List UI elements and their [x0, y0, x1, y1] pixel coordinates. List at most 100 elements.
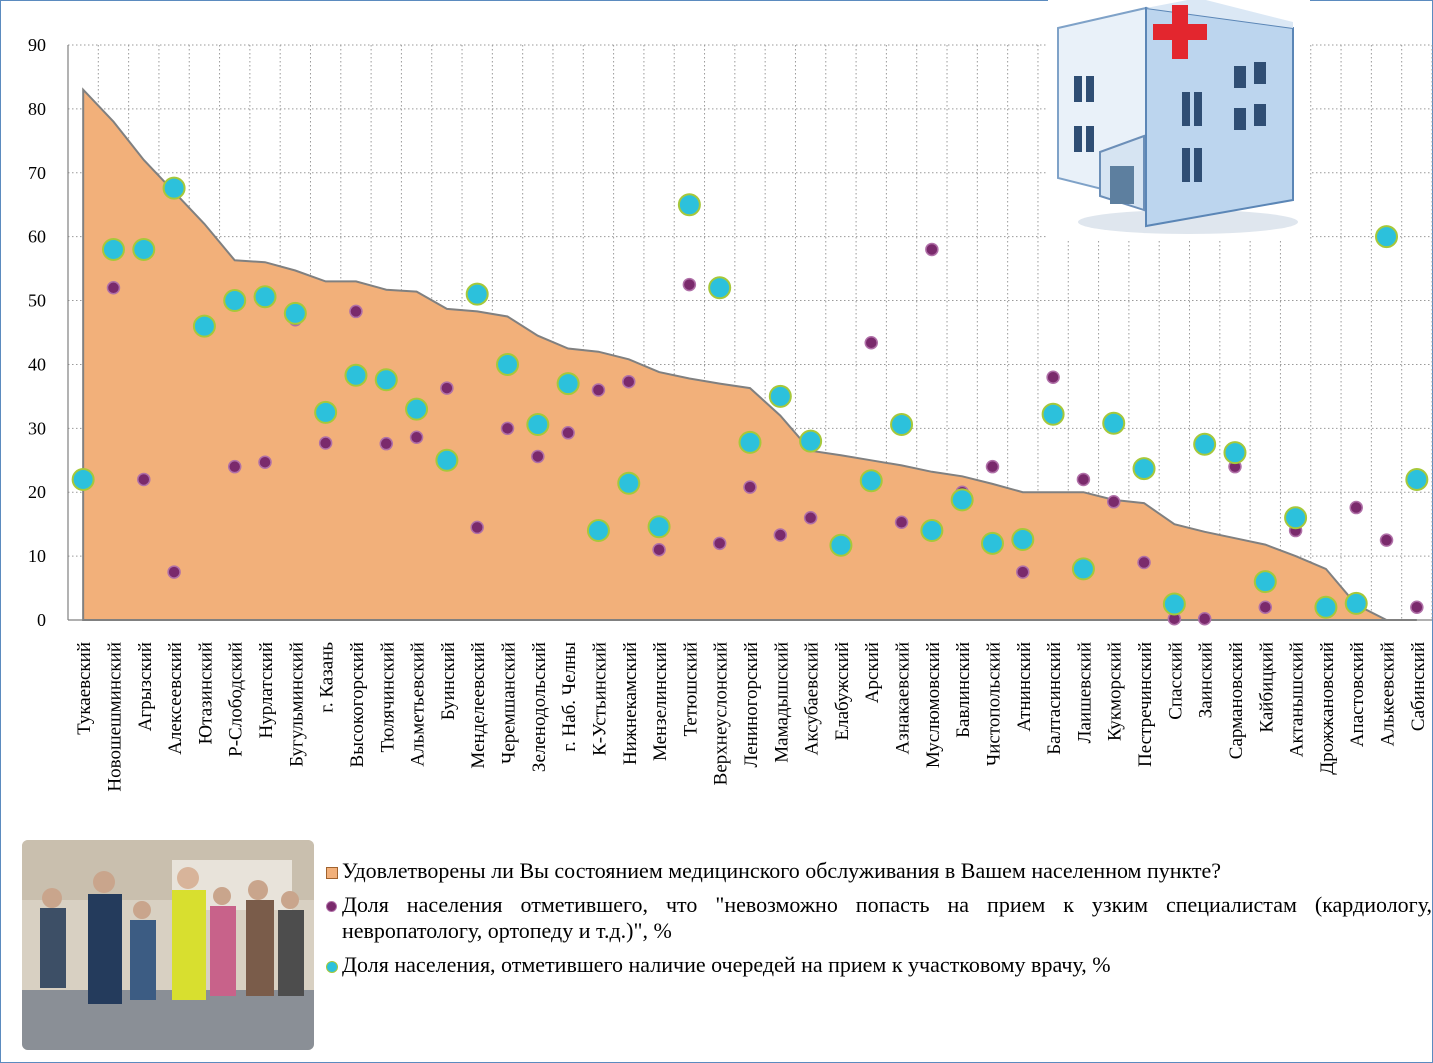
x-tick-label: Азнакаевский	[893, 642, 914, 755]
x-tick-label: Кукморский	[1105, 642, 1126, 741]
specialists-point	[1197, 611, 1212, 626]
queue-point	[283, 301, 307, 325]
legend-item-specialists: Доля населения отметившего, что "невозмо…	[326, 892, 1432, 944]
queue-point	[1102, 411, 1126, 435]
queue-point	[1011, 528, 1035, 551]
y-tick-label: 20	[28, 482, 46, 502]
legend-label-queue: Доля населения, отметившего наличие очер…	[342, 952, 1111, 977]
queue-point	[1284, 506, 1308, 530]
specialists-point	[137, 472, 151, 487]
queue-point	[586, 519, 610, 543]
queue-point	[799, 429, 823, 453]
x-tick-label: Агрызский	[135, 642, 156, 731]
queue-point	[768, 384, 792, 408]
queue-point	[374, 368, 398, 392]
queue-point	[344, 363, 368, 387]
specialists-point	[622, 374, 636, 389]
hospital-building-icon	[1048, 0, 1310, 240]
x-tick-label: Тукаевский	[74, 642, 95, 735]
queue-point	[1162, 592, 1186, 616]
x-tick-label: Пестречинский	[1135, 642, 1156, 767]
queue-point	[950, 488, 974, 512]
specialists-point	[227, 459, 242, 474]
queue-point	[223, 289, 247, 313]
x-tick-label: Бугульминский	[286, 642, 307, 767]
queue-point	[980, 531, 1004, 555]
specialists-point	[500, 421, 515, 436]
specialists-point	[1046, 370, 1060, 384]
specialists-point	[1379, 533, 1394, 547]
specialists-point	[561, 426, 575, 440]
legend-swatch-cyan-dot-icon	[326, 961, 338, 973]
queue-point	[162, 176, 186, 200]
y-tick-label: 30	[28, 418, 46, 438]
y-tick-label: 60	[28, 227, 46, 247]
x-tick-label: Верхнеуслонский	[711, 642, 732, 785]
queue-point	[1041, 402, 1065, 426]
x-tick-label: Бавлинский	[953, 642, 974, 738]
specialists-point	[773, 528, 788, 542]
x-tick-label: Высокогорский	[347, 642, 368, 767]
x-tick-label: Атнинский	[1014, 642, 1035, 732]
queue-point	[829, 533, 853, 557]
x-tick-label: Актанышский	[1287, 642, 1308, 757]
specialists-point	[1410, 600, 1424, 614]
specialists-point	[349, 304, 363, 319]
specialists-point	[652, 542, 666, 557]
x-tick-label: Апастовский	[1347, 642, 1368, 747]
x-tick-label: Заинский	[1196, 642, 1217, 718]
queue-point	[1132, 457, 1156, 481]
specialists-point	[1137, 555, 1151, 570]
x-tick-labels: Тукаевский Новошешминский Агрызский Алексее…	[74, 642, 1429, 792]
x-tick-label: Спасский	[1165, 642, 1186, 720]
legend-label-satisfaction: Удовлетворены ли Вы состоянием медицинск…	[342, 858, 1222, 883]
x-tick-label: Елабужский	[832, 642, 853, 741]
queue-point	[405, 397, 429, 421]
y-tick-label: 0	[37, 610, 46, 630]
queue-point	[556, 372, 580, 396]
queue-point	[1344, 591, 1368, 615]
x-tick-label: Буинский	[438, 642, 459, 720]
x-tick-label: Дрожжановский	[1317, 642, 1338, 775]
y-tick-label: 80	[28, 99, 46, 119]
queue-point	[314, 400, 338, 424]
x-tick-label: Балтасинский	[1044, 642, 1065, 755]
x-tick-label: Нурлатский	[256, 642, 277, 738]
queue-point	[132, 237, 156, 261]
x-tick-label: Нижнекамский	[620, 642, 641, 765]
specialists-point	[985, 459, 1000, 474]
x-tick-label: Арский	[862, 642, 883, 703]
x-tick-label: г. Наб. Челны	[559, 642, 580, 752]
specialists-point	[1349, 500, 1363, 515]
x-tick-label: Сармановский	[1226, 642, 1247, 759]
specialists-point	[1016, 565, 1030, 579]
queue-point	[435, 448, 459, 472]
queue-point	[1253, 570, 1277, 594]
specialists-point	[167, 565, 181, 579]
legend-item-satisfaction: Удовлетворены ли Вы состоянием медицинск…	[326, 858, 1432, 884]
x-tick-label: К-Устьинский	[589, 642, 610, 756]
series-queue-points	[71, 176, 1429, 619]
specialists-point	[712, 536, 727, 551]
y-tick-label: 40	[28, 354, 46, 374]
specialists-point	[1076, 472, 1091, 487]
x-tick-label: Мамадышский	[771, 642, 792, 763]
specialists-point	[531, 449, 545, 464]
x-tick-label: Кайбицкий	[1256, 642, 1277, 733]
queue-point	[890, 413, 914, 436]
queue-point	[465, 282, 489, 306]
queue-point	[677, 193, 701, 217]
x-tick-label: Аксубаевский	[802, 642, 823, 755]
x-tick-label: Новошешминский	[104, 642, 125, 792]
legend-item-queue: Доля населения, отметившего наличие очер…	[326, 952, 1432, 978]
legend-swatch-area-icon	[326, 867, 338, 879]
specialists-point	[318, 436, 333, 450]
specialists-point	[440, 381, 454, 395]
specialists-point	[106, 281, 121, 295]
specialists-point	[803, 511, 818, 525]
queue-point	[617, 471, 641, 495]
chart-legend: Удовлетворены ли Вы состоянием медицинск…	[326, 858, 1432, 986]
queue-photo	[22, 840, 314, 1050]
x-tick-label: Лениногорский	[741, 642, 762, 768]
queue-point	[1223, 441, 1247, 465]
